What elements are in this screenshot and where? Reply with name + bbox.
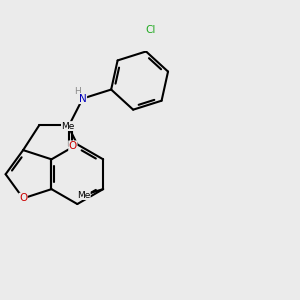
- Text: Me: Me: [61, 122, 75, 130]
- Text: Cl: Cl: [146, 25, 156, 34]
- Text: N: N: [79, 94, 87, 103]
- Text: O: O: [69, 141, 77, 151]
- Text: Me: Me: [77, 190, 90, 200]
- Text: O: O: [19, 193, 27, 203]
- Text: H: H: [74, 87, 80, 96]
